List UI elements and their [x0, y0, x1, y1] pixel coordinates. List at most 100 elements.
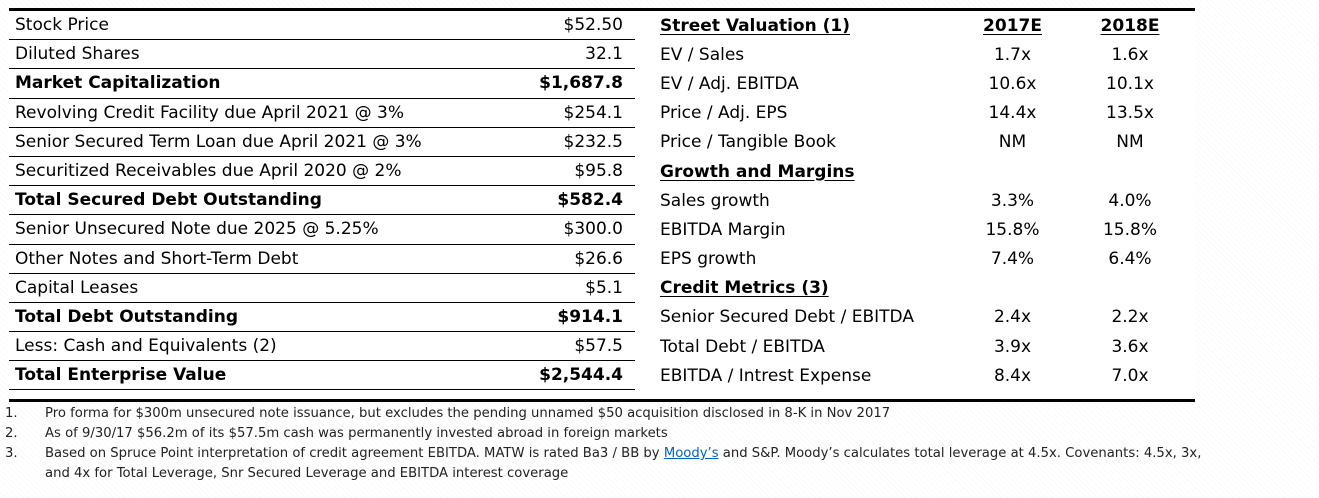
cap-row: Stock Price $52.50 [9, 11, 635, 41]
metric-row: Total Debt / EBITDA 3.9x 3.6x [635, 332, 1195, 361]
footnotes: 1. Pro forma for $300m unsecured note is… [5, 404, 1315, 484]
capitalization-table: Stock Price $52.50 Diluted Shares 32.1 Marke… [9, 11, 635, 391]
cap-row: Total Secured Debt Outstanding $582.4 [9, 186, 635, 216]
metric-label: Total Debt / EBITDA [660, 336, 825, 357]
footnote-2: 2. As of 9/30/17 $56.2m of its $57.5m ca… [5, 424, 1315, 444]
footnote-text: Based on Spruce Point interpretation of … [45, 444, 1315, 484]
metric-2018e: 15.8% [1102, 219, 1157, 240]
cap-label: Total Enterprise Value [15, 365, 227, 386]
cap-row: Capital Leases $5.1 [9, 274, 635, 303]
section-header-row: Credit Metrics (3) [635, 274, 1195, 303]
cap-value: $52.50 [563, 15, 623, 36]
metric-2017e: 1.7x [993, 44, 1032, 65]
moodys-link[interactable]: Moody’s [663, 446, 719, 461]
cap-value: 32.1 [585, 44, 623, 65]
footnote-text: As of 9/30/17 $56.2m of its $57.5m cash … [45, 426, 668, 441]
cap-row: Less: Cash and Equivalents (2) $57.5 [9, 332, 635, 362]
cap-row: Market Capitalization $1,687.8 [9, 69, 635, 99]
cap-label: Other Notes and Short-Term Debt [15, 248, 299, 269]
cap-label: Capital Leases [15, 277, 139, 298]
cap-value: $95.8 [574, 161, 623, 182]
metric-2017e: 3.3% [990, 190, 1035, 211]
cap-row: Diluted Shares 32.1 [9, 40, 635, 70]
cap-value: $300.0 [563, 219, 623, 240]
footnote-number: 1. [5, 406, 18, 421]
cap-value: $26.6 [574, 248, 623, 269]
footnote-3: 3. Based on Spruce Point interpretation … [5, 444, 1315, 484]
cap-row: Securitized Receivables due April 2020 @… [9, 157, 635, 187]
valuation-header-row: Street Valuation (1) 2017E 2018E [635, 11, 1195, 40]
metric-2018e: 13.5x [1106, 103, 1154, 124]
metric-2017e: NM [998, 132, 1027, 153]
footnote-text-part: and 4x for Total Leverage, Snr Secured L… [45, 466, 569, 481]
col-2018e-header: 2018E [1100, 15, 1160, 36]
cap-value: $1,687.8 [539, 73, 623, 94]
cap-value: $2,544.4 [539, 365, 623, 386]
metric-2017e: 2.4x [993, 307, 1032, 328]
metric-label: EBITDA Margin [660, 219, 786, 240]
metric-label: Price / Adj. EPS [660, 103, 788, 124]
footnote-number: 3. [5, 446, 18, 461]
cap-value: $232.5 [563, 131, 623, 152]
cap-label: Securitized Receivables due April 2020 @… [15, 161, 402, 182]
street-valuation-table: Street Valuation (1) 2017E 2018E EV / Sa… [635, 11, 1195, 390]
metric-label: Senior Secured Debt / EBITDA [660, 307, 914, 328]
metric-row: EV / Adj. EBITDA 10.6x 10.1x [635, 69, 1195, 98]
metric-2018e: 3.6x [1111, 336, 1149, 357]
metric-2017e: 15.8% [985, 219, 1040, 240]
footnote-text: Pro forma for $300m unsecured note issua… [45, 406, 891, 421]
cap-row: Total Enterprise Value $2,544.4 [9, 361, 635, 391]
metric-2017e: 10.6x [988, 73, 1037, 94]
cap-value: $254.1 [563, 102, 623, 123]
metric-2017e: 14.4x [988, 103, 1037, 124]
metric-label: Sales growth [660, 190, 770, 211]
cap-row: Revolving Credit Facility due April 2021… [9, 99, 635, 128]
metric-2017e: 8.4x [993, 365, 1032, 386]
metric-label: EPS growth [660, 249, 757, 270]
cap-label: Total Debt Outstanding [15, 306, 238, 327]
cap-label: Revolving Credit Facility due April 2021… [15, 102, 404, 123]
metric-2018e: 2.2x [1111, 307, 1149, 328]
metric-row: Price / Tangible Book NM NM [635, 128, 1195, 157]
cap-row: Senior Unsecured Note due 2025 @ 5.25% $3… [9, 215, 635, 245]
cap-label: Diluted Shares [15, 44, 140, 65]
cap-label: Senior Secured Term Loan due April 2021 … [15, 131, 422, 152]
metric-label: EV / Sales [660, 44, 745, 65]
footnote-text-part: and S&P. Moody’s calculates total levera… [718, 446, 1202, 461]
metric-row: Sales growth 3.3% 4.0% [635, 186, 1195, 215]
cap-label: Market Capitalization [15, 73, 221, 94]
metric-2018e: 6.4% [1108, 249, 1152, 270]
metric-label: EBITDA / Intrest Expense [660, 365, 872, 386]
footnote-number: 2. [5, 426, 18, 441]
footnote-1: 1. Pro forma for $300m unsecured note is… [5, 404, 1315, 424]
metric-2018e: 1.6x [1111, 44, 1149, 65]
valuation-header-label: Street Valuation (1) [660, 15, 850, 36]
metric-2018e: 10.1x [1106, 73, 1154, 94]
metric-row: Price / Adj. EPS 14.4x 13.5x [635, 99, 1195, 128]
metric-row: EPS growth 7.4% 6.4% [635, 245, 1195, 274]
cap-row: Total Debt Outstanding $914.1 [9, 303, 635, 333]
cap-label: Total Secured Debt Outstanding [15, 190, 322, 211]
metric-row: EBITDA / Intrest Expense 8.4x 7.0x [635, 361, 1195, 390]
metric-2018e: 4.0% [1108, 190, 1152, 211]
cap-row: Senior Secured Term Loan due April 2021 … [9, 128, 635, 157]
cap-row: Other Notes and Short-Term Debt $26.6 [9, 245, 635, 274]
cap-value: $57.5 [574, 336, 623, 357]
cap-value: $582.4 [557, 190, 623, 211]
metric-row: EBITDA Margin 15.8% 15.8% [635, 215, 1195, 244]
section-header: Growth and Margins [660, 161, 855, 182]
cap-label: Less: Cash and Equivalents (2) [15, 336, 277, 357]
footnote-text-part: Based on Spruce Point interpretation of … [45, 446, 664, 461]
metric-row: Senior Secured Debt / EBITDA 2.4x 2.2x [635, 303, 1195, 332]
metric-2018e: 7.0x [1111, 365, 1149, 386]
cap-label: Stock Price [15, 15, 109, 36]
valuation-table: Stock Price $52.50 Diluted Shares 32.1 Marke… [9, 8, 1195, 402]
section-header: Credit Metrics (3) [660, 278, 829, 299]
metric-label: Price / Tangible Book [660, 132, 836, 153]
section-header-row: Growth and Margins [635, 157, 1195, 186]
col-2017e-header: 2017E [983, 15, 1042, 36]
metric-label: EV / Adj. EBITDA [660, 73, 799, 94]
cap-label: Senior Unsecured Note due 2025 @ 5.25% [15, 219, 379, 240]
metric-2017e: 7.4% [990, 249, 1035, 270]
metric-row: EV / Sales 1.7x 1.6x [635, 40, 1195, 69]
